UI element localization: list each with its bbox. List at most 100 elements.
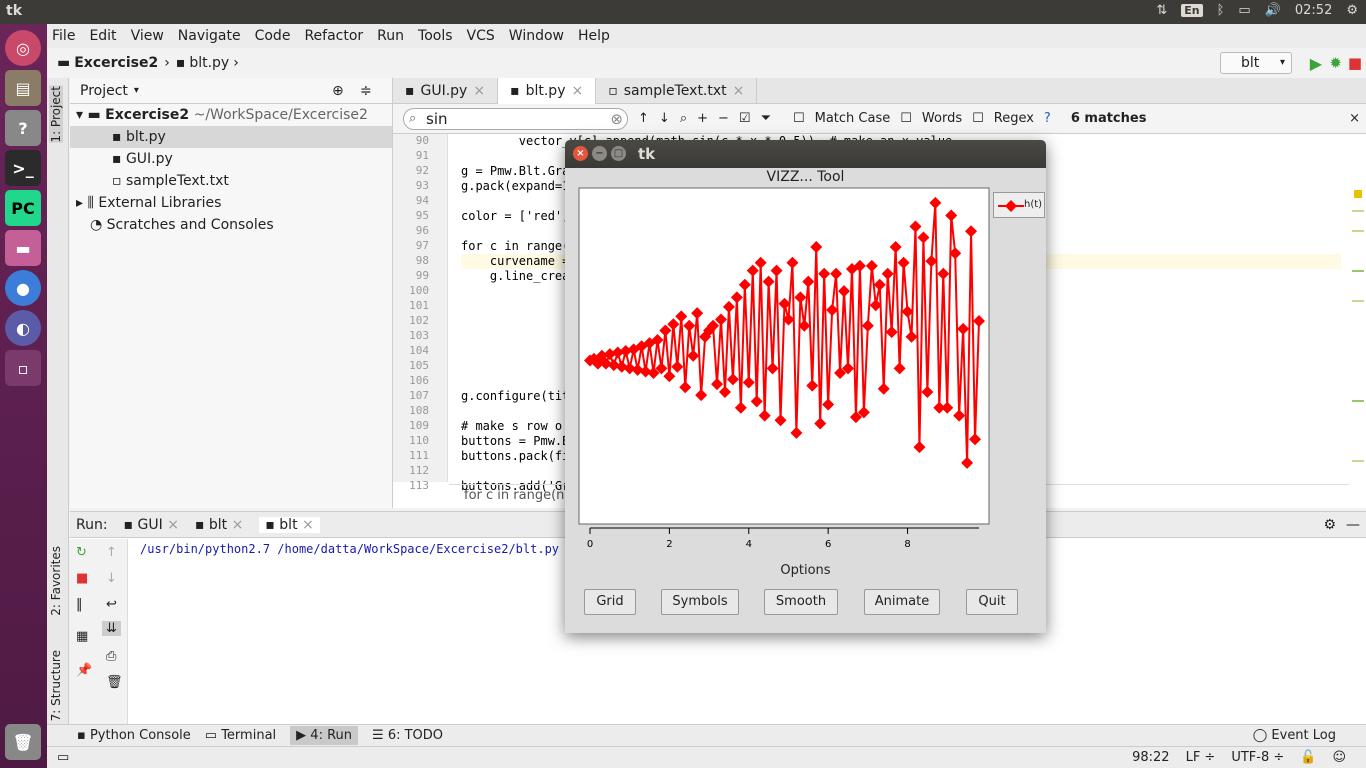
collapse-all-icon[interactable]: ≑ [360,82,372,99]
close-icon[interactable]: × [473,83,486,99]
stop-icon[interactable]: ■ [76,571,89,586]
code-line[interactable]: g.configure(tit [461,389,570,403]
find-all-icon[interactable]: ⌕ [679,111,688,126]
settings-gear-icon[interactable]: ⚙ [1346,3,1358,18]
toggle-tool-windows-icon[interactable]: ▭ [57,750,70,765]
workspace-switcher-icon[interactable]: ▫ [5,350,41,386]
tab-gui-py[interactable]: ▪ GUI.py × [393,78,499,104]
previous-occurrence-icon[interactable]: ↑ [638,111,649,126]
terminal-icon[interactable]: >_ [5,150,41,186]
code-line[interactable]: buttons = Pmw.B [461,434,570,448]
close-icon[interactable]: × [732,83,745,99]
tab-python-console[interactable]: ▪ Python Console [77,728,191,743]
menu-window[interactable]: Window [508,28,564,44]
inspector-icon[interactable]: ☺ [1332,750,1346,765]
menu-code[interactable]: Code [254,28,291,44]
stop-icon[interactable]: ■ [1347,54,1362,72]
code-line[interactable]: color = ['red', [461,209,570,223]
code-line[interactable]: g.pack(expand=1 [461,179,570,193]
tree-root[interactable]: ▾ ▬ Excercise2 ~/WorkSpace/Excercise2 [70,104,392,126]
clear-icon[interactable]: 🗑 [106,675,123,690]
breadcrumb-project[interactable]: Excercise2 [74,55,159,71]
app-window-icon[interactable]: ▬ [5,230,41,266]
filter-icon[interactable]: ⏷ [760,111,771,126]
quit-button[interactable]: Quit [966,589,1018,615]
blt-graph[interactable]: 0 2 4 6 8 [565,140,1046,633]
tree-external-libraries[interactable]: ▸ ⫼ External Libraries [70,192,392,214]
up-icon[interactable]: ↑ [106,545,117,560]
bluetooth-icon[interactable]: ᛒ [1216,3,1225,18]
menu-view[interactable]: View [130,28,164,44]
tab-todo[interactable]: ☰ 6: TODO [372,728,443,743]
maximize-window-icon[interactable]: □ [611,146,626,161]
words-checkbox[interactable]: ☐ [900,111,912,126]
tree-file-blt[interactable]: ▪ blt.py [70,126,392,148]
clock[interactable]: 02:52 [1294,3,1333,18]
menu-refactor[interactable]: Refactor [304,28,364,44]
eclipse-icon[interactable]: ◐ [5,310,41,346]
soft-wrap-icon[interactable]: ↩ [106,597,117,612]
tree-scratches[interactable]: ◔ Scratches and Consoles [70,214,392,236]
error-stripe[interactable] [1350,190,1366,510]
debug-icon[interactable]: ✹ [1329,54,1342,72]
tab-blt-py[interactable]: ▪ blt.py × [498,78,597,104]
pause-icon[interactable]: ‖ [76,597,83,612]
lock-icon[interactable]: 🔓 [1300,750,1317,765]
rerun-icon[interactable]: ↻ [76,545,87,560]
project-view-selector[interactable]: Project [80,82,128,99]
print-icon[interactable]: ⎙ [106,649,117,664]
line-separator[interactable]: LF ÷ [1185,750,1216,765]
close-icon[interactable]: × [167,516,179,533]
regex-checkbox[interactable]: ☐ [972,111,984,126]
keyboard-layout-indicator[interactable]: En [1181,4,1203,17]
menu-help[interactable]: Help [577,28,610,44]
scroll-to-end-icon[interactable]: ⇊ [102,621,121,636]
smooth-button[interactable]: Smooth [764,589,838,615]
battery-icon[interactable]: ▭ [1238,3,1251,18]
run-config-selector[interactable]: blt ▾ [1220,52,1292,74]
menu-vcs[interactable]: VCS [466,28,495,44]
code-line[interactable]: buttons.add('Gr [461,479,570,493]
tab-favorites[interactable]: 2: Favorites [49,546,63,616]
menu-file[interactable]: File [52,28,76,44]
expand-arrow-icon[interactable]: ▸ [76,195,84,211]
select-all-occurrences-icon[interactable]: ☑ [738,111,751,126]
next-occurrence-icon[interactable]: ↓ [658,111,670,126]
down-icon[interactable]: ↓ [106,571,117,586]
menu-navigate[interactable]: Navigate [177,28,241,44]
match-case-checkbox[interactable]: ☐ [792,111,805,126]
ubuntu-dash-icon[interactable]: ◎ [5,30,41,66]
caret-position[interactable]: 98:22 [1132,750,1170,765]
regex-help-link[interactable]: ? [1043,111,1051,126]
hide-icon[interactable]: — [1346,516,1360,533]
close-icon[interactable]: × [231,516,244,533]
files-icon[interactable]: ▤ [5,70,41,106]
expand-arrow-icon[interactable]: ▾ [76,107,84,123]
animate-button[interactable]: Animate [864,589,940,615]
code-line[interactable]: # make s row o [461,419,563,433]
grid-button[interactable]: Grid [584,589,636,615]
run-icon[interactable]: ▶ [1309,54,1322,73]
volume-icon[interactable]: 🔊 [1264,3,1281,18]
gear-icon[interactable]: ⚙ [1323,516,1336,533]
menu-run[interactable]: Run [377,28,405,44]
close-window-icon[interactable]: × [573,146,588,161]
tab-sampletext[interactable]: ▫ sampleText.txt × [596,78,758,104]
close-icon[interactable]: × [302,516,314,533]
find-input[interactable]: ⌕ sin ⊗ [403,107,628,130]
run-tab-gui[interactable]: ▪ GUI × [124,517,179,533]
tab-run[interactable]: ▶ 4: Run [290,726,359,745]
remove-selection-icon[interactable]: − [718,111,729,126]
symbols-button[interactable]: Symbols [661,589,739,615]
close-find-icon[interactable]: × [1349,111,1360,126]
locate-icon[interactable]: ⊕ [332,82,344,99]
tree-file-sampletext[interactable]: ▫ sampleText.txt [70,170,392,192]
trash-icon[interactable]: 🗑 [5,724,41,760]
menu-tools[interactable]: Tools [418,28,453,44]
run-tab-blt-1[interactable]: ▪ blt × [195,517,243,533]
tab-terminal[interactable]: ▭ Terminal [205,728,276,743]
add-selection-icon[interactable]: + [697,111,708,126]
menu-edit[interactable]: Edit [89,28,117,44]
chrome-icon[interactable]: ● [5,270,41,306]
code-line[interactable]: g = Pmw.Blt.Gra [461,164,570,178]
